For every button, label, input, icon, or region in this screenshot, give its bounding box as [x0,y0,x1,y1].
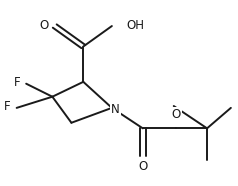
Text: F: F [14,76,20,89]
Text: O: O [172,108,181,121]
Text: F: F [4,100,11,113]
Text: O: O [138,160,147,173]
Text: N: N [111,103,120,116]
Text: OH: OH [126,19,144,32]
Text: O: O [40,19,49,32]
